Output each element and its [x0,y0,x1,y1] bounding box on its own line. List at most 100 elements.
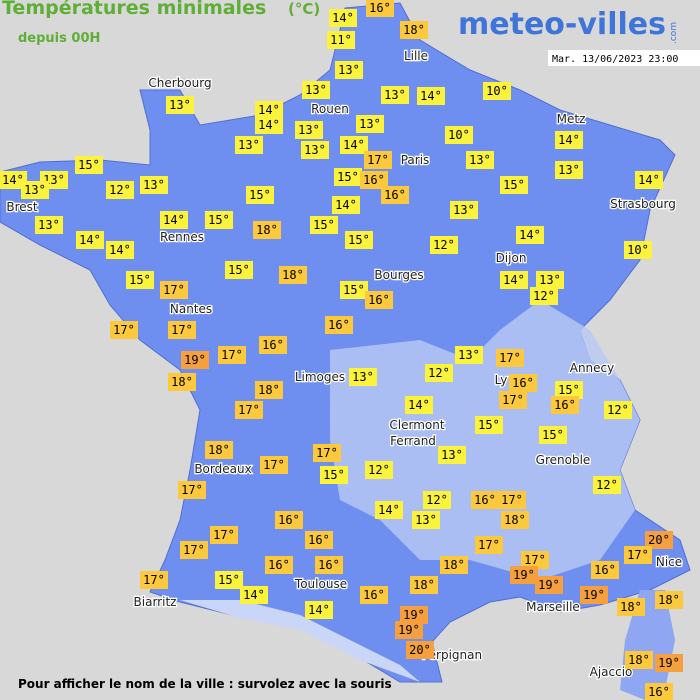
temperature-box [275,511,303,529]
temperature-box [412,511,440,529]
temperature: 14° [258,103,280,117]
temperature: 13° [415,513,437,527]
temperature: 15° [348,233,370,247]
temperature: 14° [558,133,580,147]
temperature: 14° [332,11,354,25]
temperature: 17° [478,538,500,552]
temperature-box [315,556,343,574]
temperature: 19° [658,656,680,670]
temperature: 14° [638,173,660,187]
temperature-box [255,116,283,134]
temperature-box [279,266,307,284]
city-name: Marseille [526,600,580,614]
temperature: 15° [249,188,271,202]
city-name: Toulouse [294,577,347,591]
temperature: 16° [474,493,496,507]
temperature: 19° [513,568,535,582]
temperature-box [530,287,558,305]
city-name: Ajaccio [590,665,633,679]
temperature: 16° [278,513,300,527]
temperature-box [160,281,188,299]
temperature: 17° [163,283,185,297]
temperature: 10° [486,84,508,98]
temperature-box [593,476,621,494]
city-name: Nantes [170,302,212,316]
temperature: 16° [268,558,290,572]
temperature-box [655,654,683,672]
temperature: 17° [143,573,165,587]
temperature-box [410,576,438,594]
temperature-box [215,571,243,589]
temperature: 13° [169,98,191,112]
temperature-box [483,82,511,100]
temperature: 16° [384,188,406,202]
city-name: Lille [404,49,428,63]
temperature: 15° [343,283,365,297]
temperature-box [450,201,478,219]
temperature: 16° [363,173,385,187]
temperature: 17° [213,528,235,542]
temperature: 14° [519,228,541,242]
temperature-box [168,373,196,391]
temperature-box [417,87,445,105]
temperature-box [381,86,409,104]
temperature-box [365,461,393,479]
city-name: Rouen [311,102,349,116]
temperature-box [345,231,373,249]
corsica [620,590,675,700]
temperature-box [555,161,583,179]
temperature-box [180,541,208,559]
temperature-box [624,546,652,564]
temperature: 16° [368,293,390,307]
temperature: 18° [628,653,650,667]
city-name: Biarritz [134,595,177,609]
temperature: 10° [448,128,470,142]
temperature: 10° [627,243,649,257]
temperature-box [466,151,494,169]
temperature-box [140,571,168,589]
temperature: 17° [171,323,193,337]
temperature-box [334,168,362,186]
title: Températures minimales [2,0,266,19]
temperature-box [320,466,348,484]
temperature-box [360,586,388,604]
temperature-box [400,606,428,624]
temperature: 15° [542,428,564,442]
temperature: 13° [384,88,406,102]
temperature-box [76,231,104,249]
temperature-box [166,96,194,114]
temperature-box [160,211,188,229]
temperature: 15° [337,170,359,184]
temperature-box [364,151,392,169]
temperature-box [580,586,608,604]
temperature-box [500,176,528,194]
temperature-box [178,481,206,499]
temperature-box [375,501,403,519]
temperature: 13° [305,83,327,97]
temperature: 16° [512,376,534,390]
temperature: 14° [109,243,131,257]
temperature: 13° [143,178,165,192]
temperature-box [539,426,567,444]
temperature: 15° [503,178,525,192]
temperature: 16° [648,685,670,699]
temperature-box [335,61,363,79]
temperature: 16° [594,563,616,577]
temperature: 16° [262,338,284,352]
city-name: Metz [557,112,586,126]
temperature-box [624,241,652,259]
temperature-box [253,221,281,239]
temperature-box [521,551,549,569]
temperature: 13° [304,143,326,157]
temperature: 20° [409,643,431,657]
temperature: 13° [469,153,491,167]
temperature: 14° [258,118,280,132]
temperature: 15° [558,383,580,397]
temperature-box [205,211,233,229]
temperature-box [635,171,663,189]
temperature: 14° [243,588,265,602]
unit: (°C) [288,0,320,18]
city-name: Ferrand [390,434,436,448]
temperature: 14° [79,233,101,247]
date: Mar. 13/06/2023 23:00 [552,54,678,65]
